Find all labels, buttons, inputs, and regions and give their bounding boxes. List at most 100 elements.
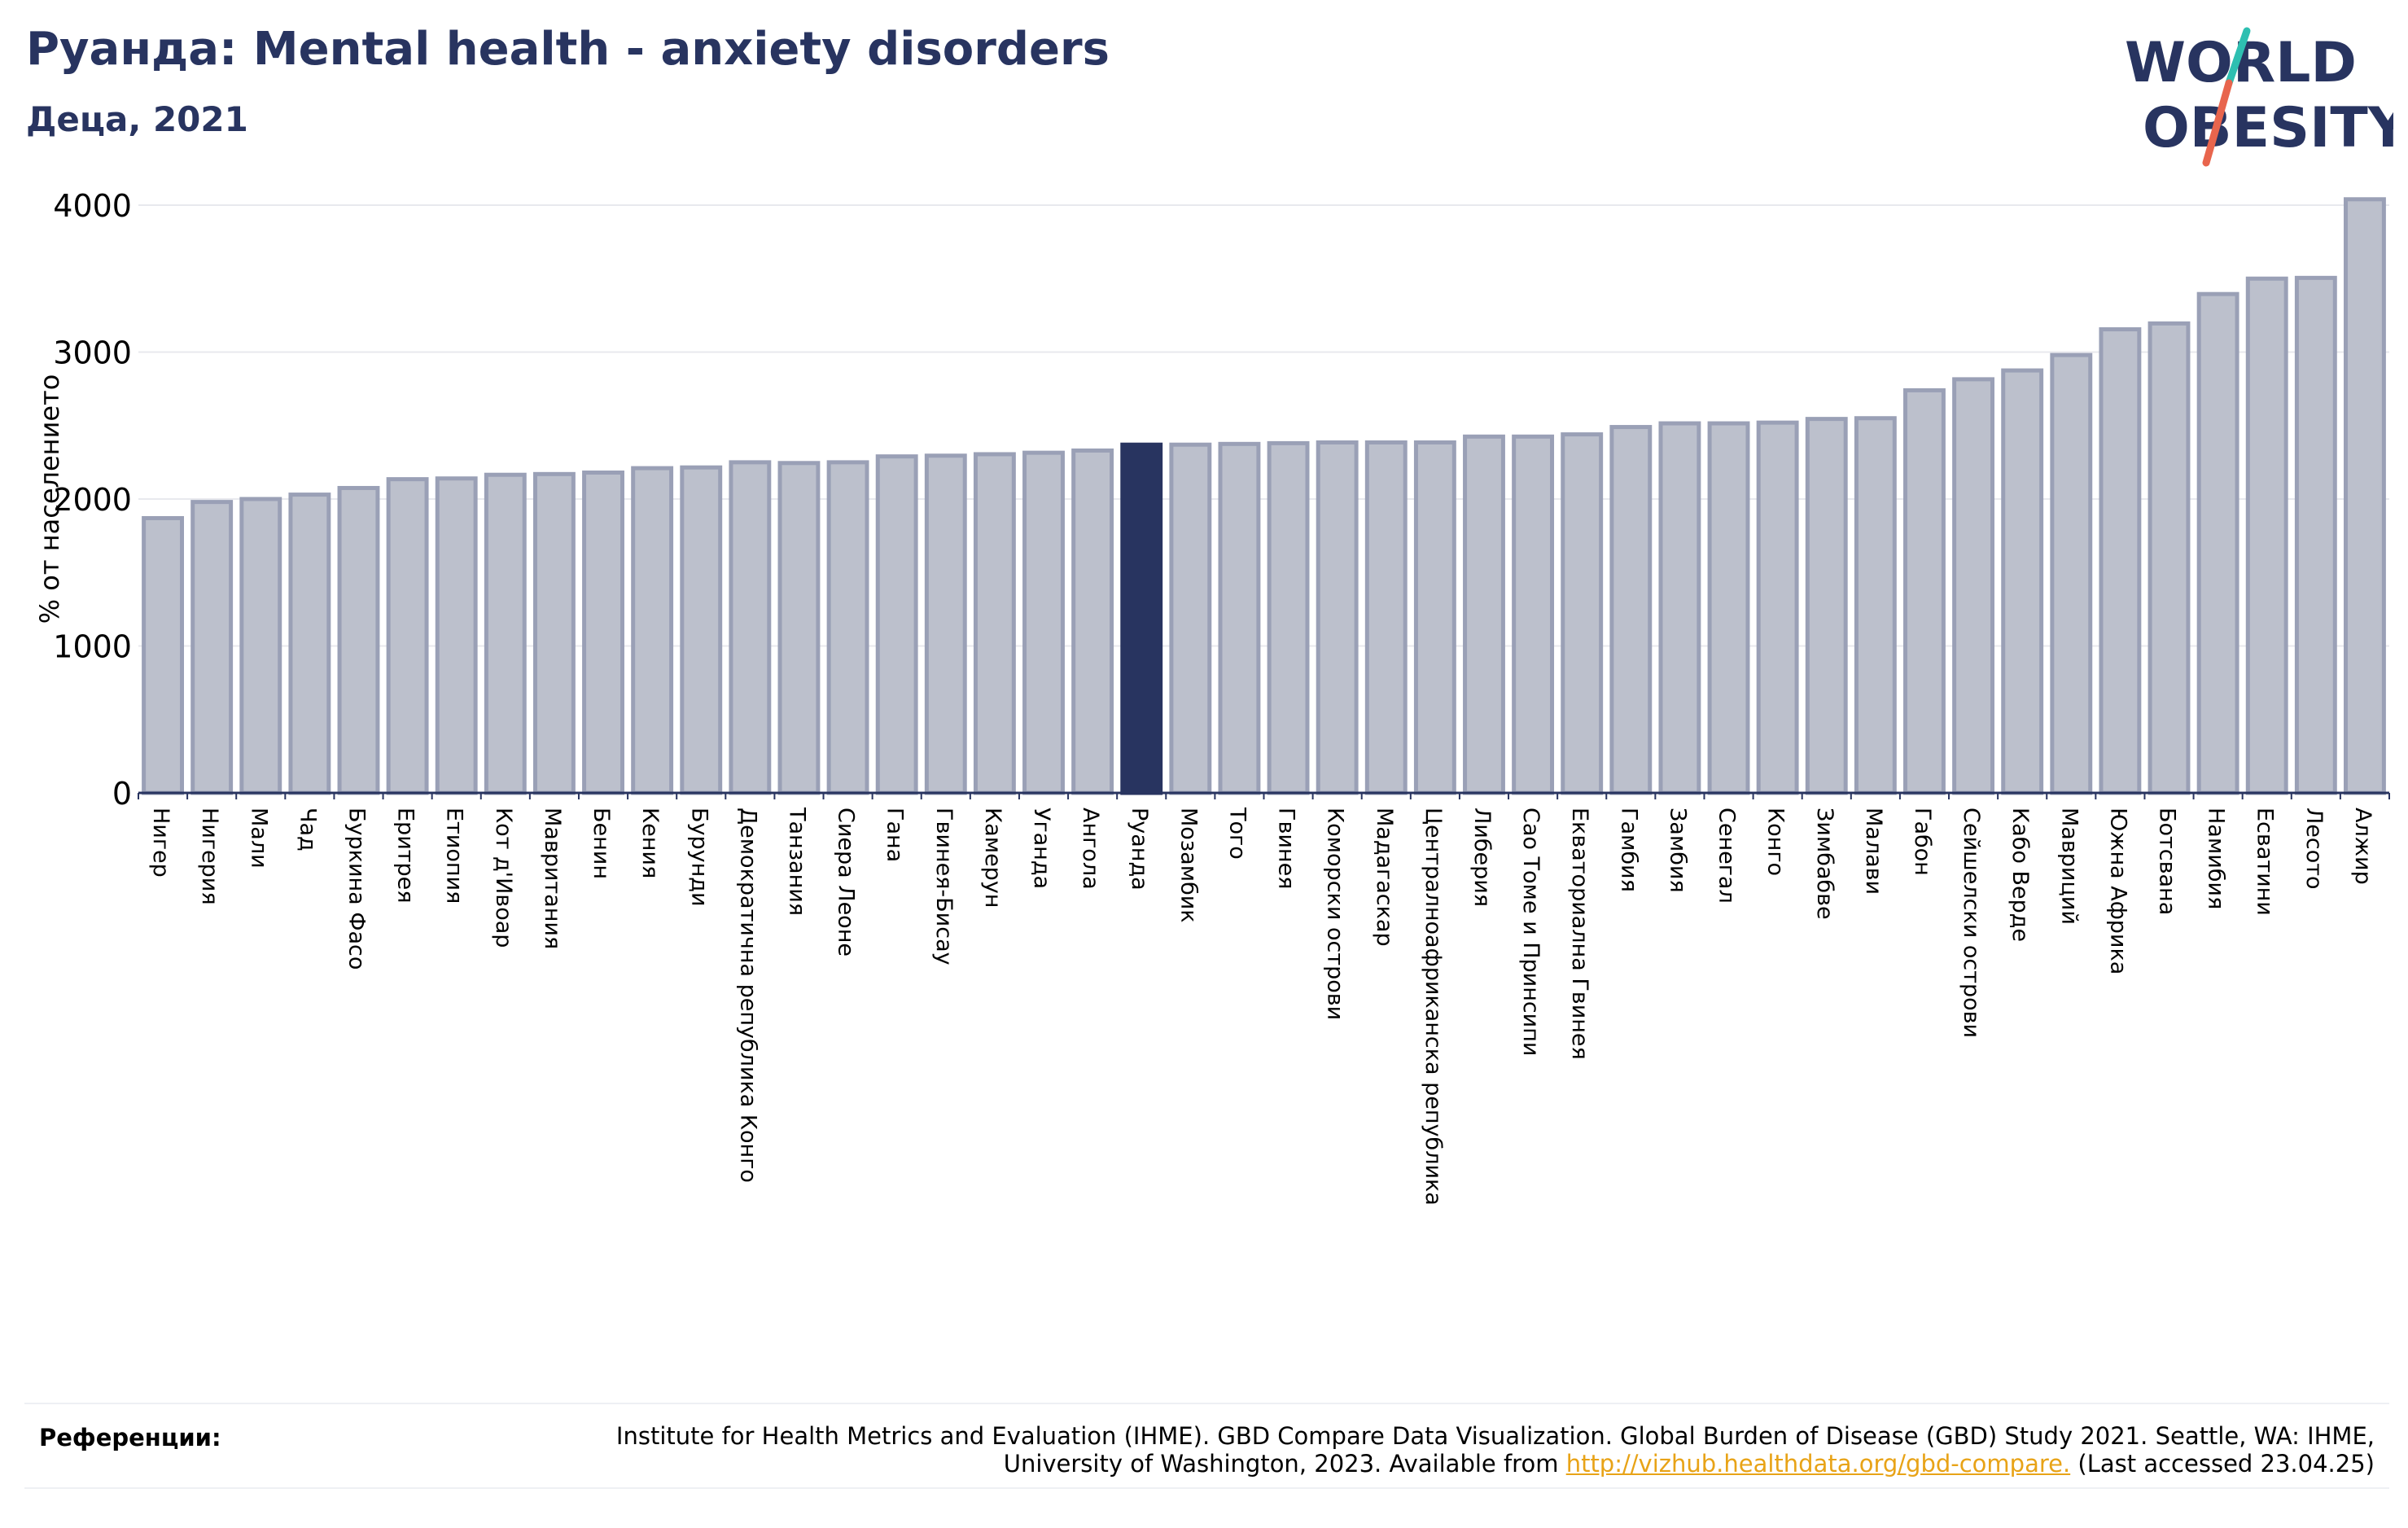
logo-slash-top	[2225, 27, 2251, 87]
x-tick-label: Кабо Верде	[2007, 808, 2033, 942]
references-section: Референции: Institute for Health Metrics…	[24, 1403, 2389, 1489]
x-tick-label: Либерия	[1469, 808, 1495, 907]
x-tick-label: Бенин	[589, 808, 614, 879]
x-tick-label: Лесото	[2301, 808, 2327, 890]
x-tick-label: Сенегал	[1714, 808, 1740, 904]
y-axis-title: % от населението	[34, 374, 65, 624]
x-tick-label: Буркина Фасо	[344, 808, 369, 970]
x-tick-label: Етиопия	[442, 808, 467, 904]
x-tick-label: Гана	[882, 808, 908, 862]
x-tick-label: Мавриций	[2056, 808, 2082, 925]
x-tick-label: Есватини	[2253, 808, 2278, 916]
bar	[1561, 432, 1604, 795]
bar	[386, 477, 429, 795]
bar	[239, 497, 282, 795]
x-tick-label: Малави	[1861, 808, 1886, 895]
logo-text-obesity: OBESITY	[2143, 96, 2393, 160]
x-tick-label: Сиера Леоне	[834, 808, 859, 957]
x-tick-label: Ботсвана	[2155, 808, 2180, 915]
x-tick-label: Сейшелски острови	[1959, 808, 1984, 1038]
x-tick-label: Танзания	[784, 807, 809, 916]
x-tick-label: Еритрея	[393, 808, 418, 903]
bar	[337, 485, 380, 795]
x-tick-label: Мавритания	[540, 808, 565, 949]
bar	[826, 460, 869, 795]
bar	[1707, 421, 1750, 795]
references-label: Референции:	[39, 1424, 221, 1451]
x-tick-label: Мали	[246, 808, 271, 869]
bar	[142, 515, 184, 795]
x-tick-label: Гвинея	[1274, 808, 1299, 889]
bar	[1756, 420, 1799, 795]
x-tick-label: Ангола	[1078, 808, 1103, 890]
world-obesity-logo: WORLD OBESITY	[2125, 27, 2393, 167]
bar	[1364, 440, 1408, 795]
x-tick-label: Нигерия	[197, 808, 222, 905]
tick-labels: 0 1000 2000 3000 4000 % от населението Нигер Ни…	[34, 188, 2375, 1206]
bar	[532, 471, 576, 795]
bar	[631, 466, 674, 795]
x-tick-label: Уганда	[1029, 808, 1054, 889]
y-tick-label: 3000	[53, 335, 132, 371]
bar	[1169, 442, 1212, 795]
bar	[435, 476, 478, 795]
x-tick-label: Зимбабве	[1812, 808, 1837, 920]
logo-slash-bottom	[2202, 79, 2233, 167]
y-tick-label: 4000	[53, 188, 132, 224]
x-tick-label: Централноафриканска република	[1421, 808, 1446, 1206]
bar	[1903, 387, 1946, 795]
references-citation: Institute for Health Metrics and Evaluat…	[615, 1422, 2375, 1478]
x-tick-label: Конго	[1763, 808, 1788, 876]
bar	[1071, 448, 1114, 795]
references-text: Institute for Health Metrics and Evaluat…	[584, 1422, 2375, 1478]
bar	[2001, 368, 2044, 795]
bar	[2099, 327, 2142, 795]
chart-title: Руанда: Mental health - anxiety disorder…	[26, 23, 1110, 76]
bar	[1854, 416, 1897, 795]
axes	[138, 791, 2390, 799]
bar-highlighted	[1120, 442, 1163, 795]
x-tick-label: Замбия	[1665, 808, 1690, 893]
bar	[1952, 377, 1995, 795]
x-tick-label: Алжир	[2350, 808, 2375, 885]
x-tick-label: Того	[1224, 807, 1250, 860]
bar	[2147, 321, 2191, 795]
bar	[729, 460, 772, 795]
bar	[680, 465, 723, 795]
bar	[190, 500, 234, 795]
x-tick-label: Камерун	[980, 808, 1005, 908]
bar	[2294, 275, 2337, 795]
bars	[142, 197, 2386, 795]
x-tick-label: Екваториална Гвинея	[1567, 808, 1592, 1060]
x-tick-label: Сао Томе и Принсипи	[1518, 808, 1543, 1056]
y-tick-label: 0	[112, 776, 132, 812]
x-tick-label: Коморски острови	[1323, 808, 1348, 1020]
bar	[288, 493, 331, 795]
bar	[1609, 425, 1653, 795]
bar	[1022, 450, 1065, 795]
x-tick-label: Мадагаскар	[1372, 808, 1397, 947]
bar	[875, 454, 918, 795]
x-tick-label: Габон	[1910, 808, 1935, 876]
x-tick-label: Руанда	[1127, 808, 1152, 891]
bar	[2245, 276, 2288, 795]
bar	[1658, 421, 1701, 795]
x-tick-label: Чад	[295, 808, 320, 852]
chart-subtitle: Деца, 2021	[26, 99, 248, 139]
bar	[1413, 440, 1456, 795]
bar	[973, 452, 1016, 795]
x-tick-label: Гамбия	[1616, 808, 1641, 892]
x-tick-label: Кот д'Ивоар	[491, 808, 516, 948]
x-tick-label: Южна Африка	[2105, 808, 2130, 974]
bar	[924, 453, 967, 795]
bar	[777, 461, 821, 795]
x-tick-label: Мозамбик	[1176, 808, 1201, 923]
x-tick-label: Гвинея-Бисау	[931, 808, 957, 965]
bar	[1512, 434, 1555, 795]
bar-chart: 0 1000 2000 3000 4000 % от населението Нигер Ни…	[34, 188, 2390, 1206]
bar	[1267, 440, 1310, 795]
bar	[2196, 291, 2239, 795]
bar	[1463, 434, 1505, 795]
references-link[interactable]: http://vizhub.healthdata.org/gbd-compare…	[1565, 1450, 2071, 1478]
x-tick-label: Демократична република Конго	[735, 808, 760, 1183]
